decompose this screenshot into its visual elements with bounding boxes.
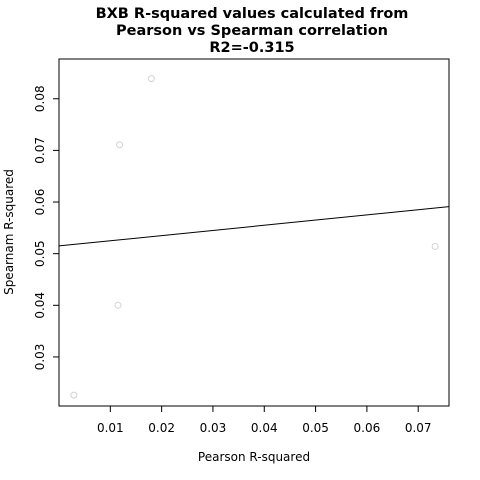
y-tick-label: 0.05 [33, 240, 47, 267]
fit-line-group [59, 207, 449, 246]
data-point [115, 302, 121, 308]
x-axis-label: Pearson R-squared [198, 450, 310, 464]
plot-frame [59, 59, 449, 406]
x-tick-label: 0.01 [97, 421, 124, 435]
points-group [71, 76, 438, 399]
x-tick-label: 0.04 [251, 421, 278, 435]
y-axis-label: Spearnam R-squared [2, 169, 16, 295]
y-tick-label: 0.03 [33, 344, 47, 371]
x-tick-label: 0.03 [200, 421, 227, 435]
y-tick-label: 0.06 [33, 189, 47, 216]
chart-title-line-3: R2=-0.315 [209, 40, 294, 56]
y-tick-label: 0.07 [33, 137, 47, 164]
y-tick-label: 0.04 [33, 292, 47, 319]
y-axis: 0.03 0.04 0.05 0.06 0.07 0.08 [33, 85, 59, 370]
x-tick-label: 0.07 [405, 421, 432, 435]
x-tick-label: 0.02 [148, 421, 175, 435]
data-point [148, 76, 154, 82]
y-tick-label: 0.08 [33, 85, 47, 112]
data-point [71, 392, 77, 398]
chart-title-line-2: Pearson vs Spearman correlation [116, 23, 388, 39]
x-tick-label: 0.06 [354, 421, 381, 435]
data-point [117, 142, 123, 148]
x-axis: 0.01 0.02 0.03 0.04 0.05 0.06 0.07 [97, 406, 432, 435]
x-tick-label: 0.05 [302, 421, 329, 435]
regression-line [59, 207, 449, 246]
chart-title-line-1: BXB R-squared values calculated from [96, 6, 409, 22]
data-point [432, 243, 438, 249]
